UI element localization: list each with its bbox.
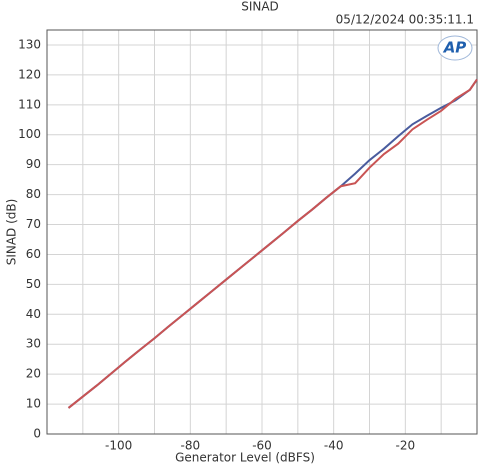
y-tick-label: 0 bbox=[33, 427, 41, 441]
y-tick-label: 40 bbox=[26, 307, 41, 321]
x-tick-label: -60 bbox=[252, 439, 272, 453]
y-axis-label: SINAD (dB) bbox=[5, 199, 19, 266]
chart-title: SINAD bbox=[241, 0, 279, 14]
x-tick-label: -100 bbox=[105, 439, 132, 453]
y-tick-label: 80 bbox=[26, 187, 41, 201]
x-tick-label: -40 bbox=[324, 439, 344, 453]
y-tick-label: 50 bbox=[26, 277, 41, 291]
x-tick-label: -20 bbox=[396, 439, 416, 453]
x-axis-label: Generator Level (dBFS) bbox=[175, 451, 315, 465]
y-tick-label: 130 bbox=[18, 37, 41, 51]
x-tick-label: -80 bbox=[181, 439, 201, 453]
y-tick-label: 90 bbox=[26, 157, 41, 171]
y-tick-label: 110 bbox=[18, 97, 41, 111]
y-tick-label: 60 bbox=[26, 247, 41, 261]
y-tick-label: 100 bbox=[18, 127, 41, 141]
logo: AP bbox=[443, 39, 467, 57]
logo-badge bbox=[437, 35, 473, 61]
timestamp: 05/12/2024 00:35:11.1 bbox=[336, 13, 474, 27]
y-tick-label: 70 bbox=[26, 217, 41, 231]
series-line bbox=[67, 78, 478, 409]
y-tick-label: 10 bbox=[26, 397, 41, 411]
y-tick-label: 20 bbox=[26, 367, 41, 381]
y-tick-label: 30 bbox=[26, 337, 41, 351]
plot-border bbox=[46, 29, 478, 435]
y-tick-label: 120 bbox=[18, 67, 41, 81]
